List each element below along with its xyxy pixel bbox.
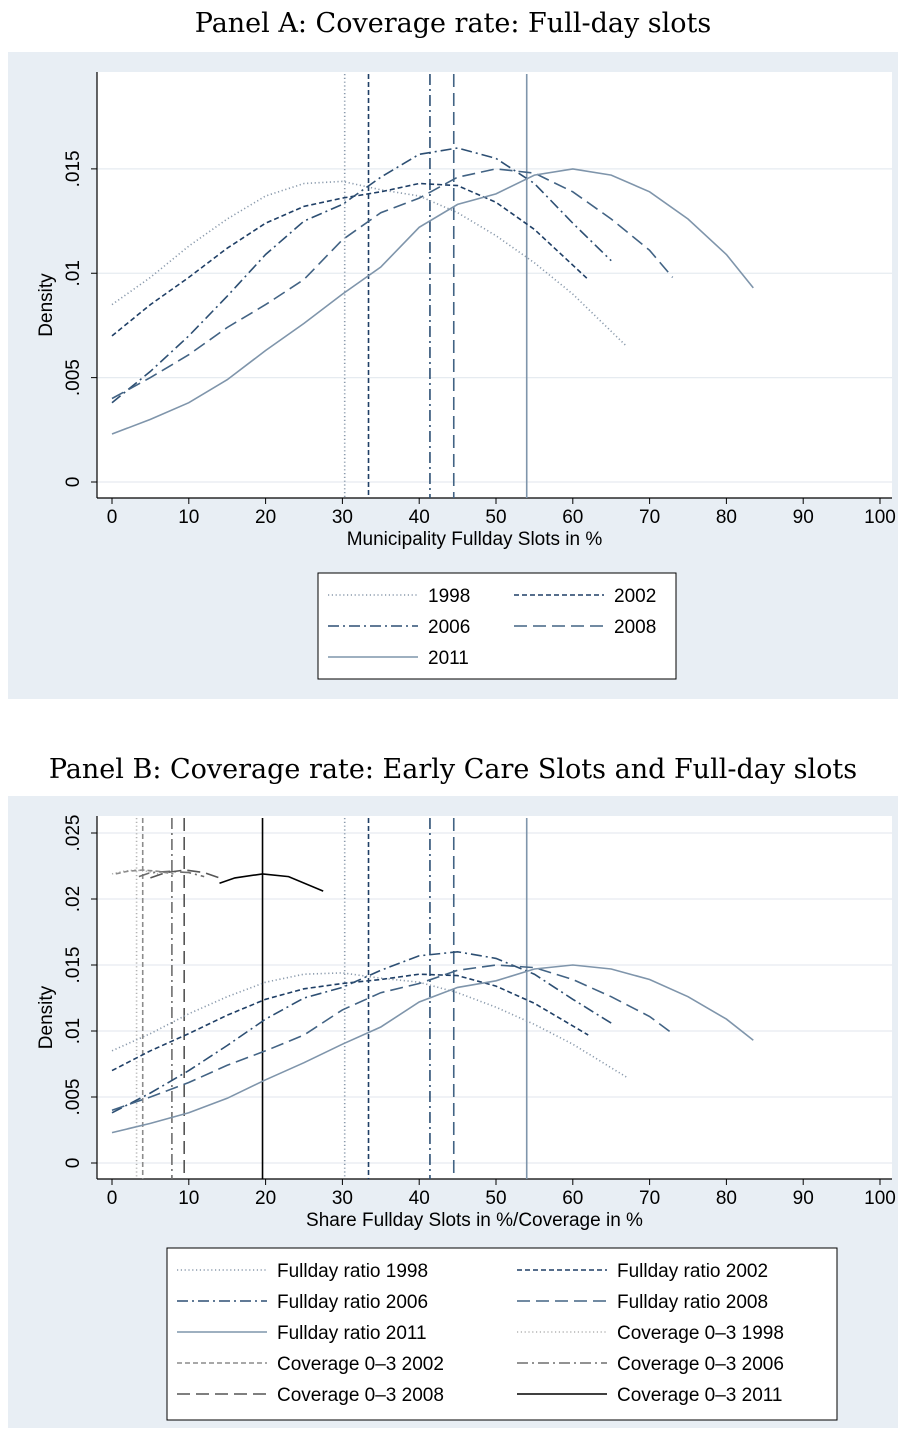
legend-label-fullday-ratio-2008: Fullday ratio 2008	[617, 1292, 768, 1313]
x-tick-label: 0	[107, 507, 118, 528]
x-tick-label: 70	[639, 507, 660, 528]
legend-label-coverage-0-3-2006: Coverage 0–3 2006	[617, 1354, 784, 1375]
x-tick-label: 100	[864, 507, 896, 528]
y-tick-label: 0	[63, 477, 84, 488]
legend-label-2008: 2008	[614, 617, 656, 638]
legend-label-fullday-ratio-2006: Fullday ratio 2006	[277, 1292, 428, 1313]
legend-label-coverage-0-3-2011: Coverage 0–3 2011	[617, 1385, 783, 1406]
legend-label-fullday-ratio-2011: Fullday ratio 2011	[277, 1323, 427, 1344]
legend-label-coverage-0-3-1998: Coverage 0–3 1998	[617, 1323, 784, 1344]
x-tick-label: 80	[716, 507, 737, 528]
series-line-fullday-ratio-2008	[111, 964, 674, 1111]
x-tick-label: 10	[178, 507, 199, 528]
y-tick-label: .025	[63, 815, 84, 852]
x-tick-label: 90	[793, 507, 814, 528]
series-line-fullday-ratio-2011	[111, 964, 754, 1134]
y-tick-label: .01	[63, 260, 84, 286]
x-tick-label: 30	[332, 1188, 353, 1209]
panel-b-chart: 0 .005 .01 .015 .02 .025 0 10 20 30 40 50 60 70 80 90 10…	[8, 796, 898, 1428]
y-axis-label: Density	[36, 985, 57, 1049]
series-line-fullday-ratio-1998	[111, 972, 628, 1078]
x-tick-label: 20	[255, 507, 276, 528]
plot-area	[97, 72, 892, 498]
y-tick-label: .005	[63, 359, 84, 396]
legend-label-1998: 1998	[428, 586, 470, 607]
legend-label-coverage-0-3-2002: Coverage 0–3 2002	[277, 1354, 444, 1375]
x-tick-label: 100	[864, 1188, 896, 1209]
x-tick-label: 80	[716, 1188, 737, 1209]
x-tick-label: 10	[178, 1188, 199, 1209]
series-line-coverage-0-3-2008	[150, 869, 220, 879]
series-line-2006	[111, 147, 612, 404]
y-tick-label: .02	[63, 886, 84, 912]
legend-label-2006: 2006	[428, 617, 470, 638]
series-line-2002	[111, 182, 589, 337]
x-axis-label: Municipality Fullday Slots in %	[347, 529, 603, 550]
x-tick-label: 40	[409, 507, 430, 528]
y-tick-label: .015	[63, 947, 84, 984]
x-tick-label: 0	[107, 1188, 118, 1209]
y-axis-label: Density	[36, 273, 57, 337]
panel-a-title: Panel A: Coverage rate: Full-day slots	[194, 8, 712, 39]
x-tick-label: 40	[409, 1188, 430, 1209]
legend-label-2011: 2011	[428, 648, 469, 669]
series-line-fullday-ratio-2002	[111, 973, 589, 1072]
x-tick-label: 20	[255, 1188, 276, 1209]
y-tick-label: .01	[63, 1018, 84, 1044]
plot-area	[97, 816, 892, 1179]
x-tick-label: 50	[485, 1188, 506, 1209]
x-tick-label: 50	[485, 507, 506, 528]
legend-box	[166, 1247, 838, 1421]
series-line-coverage-0-3-2011	[219, 873, 324, 892]
series-line-2008	[111, 168, 674, 400]
y-tick-label: .005	[63, 1079, 84, 1116]
legend-label-fullday-ratio-1998: Fullday ratio 1998	[277, 1261, 428, 1282]
x-tick-label: 70	[639, 1188, 660, 1209]
legend-label-fullday-ratio-2002: Fullday ratio 2002	[617, 1261, 768, 1282]
series-line-2011	[111, 168, 754, 435]
y-tick-label: .015	[63, 150, 84, 187]
series-line-1998	[111, 180, 628, 347]
x-tick-label: 30	[332, 507, 353, 528]
panel-a-chart: 0 .005 .01 .015 0 10 20 30 40 50 60 70 80 90 100 Munici…	[8, 52, 898, 699]
x-tick-label: 60	[562, 507, 583, 528]
panel-b-title: Panel B: Coverage rate: Early Care Slots…	[48, 754, 858, 785]
y-tick-label: 0	[63, 1158, 84, 1169]
series-line-coverage-0-3-2002	[115, 869, 174, 875]
x-tick-label: 90	[793, 1188, 814, 1209]
legend-label-coverage-0-3-2008: Coverage 0–3 2008	[277, 1385, 444, 1406]
x-axis-label: Share Fullday Slots in %/Coverage in %	[306, 1210, 643, 1231]
legend-label-2002: 2002	[614, 586, 656, 607]
x-tick-label: 60	[562, 1188, 583, 1209]
